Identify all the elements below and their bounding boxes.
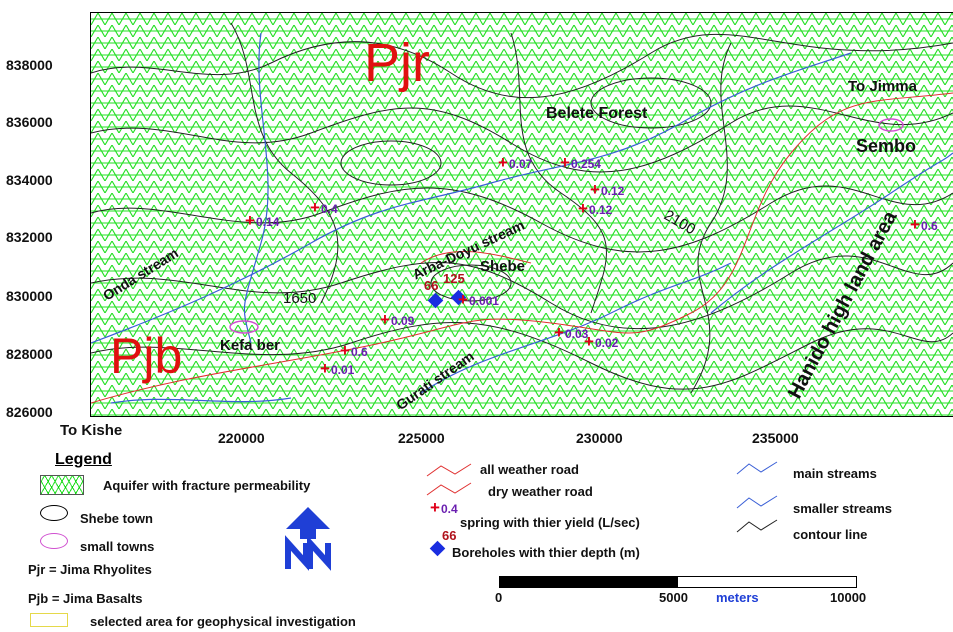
geology-label-pjr: Pjr [364, 33, 430, 93]
legend-aquifer-label: Aquifer with fracture permeability [103, 478, 311, 493]
legend-spring-icon: +0.4 [430, 498, 458, 517]
legend-small-towns-icon [40, 533, 68, 549]
scale-bar-black-segment [500, 577, 678, 587]
scale-label-end: 10000 [830, 590, 867, 605]
legend-pjr-definition: Pjr = Jima Rhyolites [28, 562, 152, 577]
legend-selected-area-label: selected area for geophysical investigat… [90, 614, 356, 629]
spring-marker: +0.6 [340, 341, 368, 360]
spring-marker: +0.09 [380, 310, 415, 329]
legend-dry-weather-road-icon [426, 482, 472, 496]
legend-pjb-definition: Pjb = Jima Basalts [28, 591, 143, 606]
x-tick: 230000 [576, 430, 623, 446]
spring-marker: +0.6 [910, 215, 938, 234]
x-tick: 220000 [218, 430, 265, 446]
y-tick: 836000 [6, 114, 53, 130]
legend-contour-line-label: contour line [793, 527, 868, 542]
spring-marker: +0.4 [310, 198, 338, 217]
label-contour-1650: 1650 [283, 290, 317, 307]
label-to-kishe: To Kishe [60, 422, 123, 439]
borehole-depth: 125 [443, 271, 465, 286]
x-tick: 235000 [752, 430, 799, 446]
legend-small-towns-label: small towns [80, 539, 155, 554]
y-tick: 832000 [6, 229, 53, 245]
spring-marker: +0.03 [554, 323, 589, 342]
legend-borehole-icon [429, 540, 446, 557]
map-frame [90, 12, 953, 417]
spring-marker: +0.07 [498, 153, 533, 172]
legend-smaller-streams-label: smaller streams [793, 501, 893, 516]
scale-bar [499, 576, 857, 588]
legend-contour-line-icon [736, 519, 778, 533]
y-tick: 838000 [6, 57, 53, 73]
x-tick: 225000 [398, 430, 445, 446]
spring-marker: +0.12 [590, 180, 625, 199]
spring-marker: +0.14 [245, 211, 280, 230]
aquifer-fill [91, 13, 953, 416]
legend-title: Legend [55, 451, 112, 468]
legend-main-streams-label: main streams [793, 466, 877, 481]
small-town-marker [229, 320, 259, 334]
scale-label-mid: 5000 [659, 590, 688, 605]
legend-smaller-streams-icon [736, 495, 778, 509]
map-canvas [91, 13, 953, 416]
spring-marker: +0.01 [320, 359, 355, 378]
spring-marker: +0.02 [584, 332, 619, 351]
legend-main-streams-icon [736, 461, 778, 475]
label-belete-forest: Belete Forest [546, 105, 648, 122]
legend-selected-area-swatch [30, 613, 68, 627]
legend-all-weather-road-icon [426, 463, 472, 477]
north-arrow-icon [285, 507, 331, 571]
y-tick: 828000 [6, 346, 53, 362]
scale-label-unit: meters [716, 590, 759, 605]
spring-marker: +0.12 [578, 199, 613, 218]
y-tick: 834000 [6, 172, 53, 188]
legend-dry-weather-road-label: dry weather road [488, 484, 593, 499]
legend-all-weather-road-label: all weather road [480, 462, 579, 477]
legend-borehole-label: Boreholes with thier depth (m) [452, 545, 640, 560]
roads [91, 92, 953, 404]
legend-spring-label: spring with thier yield (L/sec) [460, 515, 640, 530]
scale-label-start: 0 [495, 590, 503, 605]
geology-label-pjb: Pjb [110, 328, 183, 384]
legend-borehole-depth: 66 [442, 528, 457, 543]
legend-shebe-town-icon [40, 505, 68, 521]
label-kefa-ber: Kefa ber [220, 337, 281, 354]
y-tick: 826000 [6, 404, 53, 420]
spring-marker: +0.001 [458, 290, 499, 309]
label-to-jimma: To Jimma [848, 78, 917, 95]
legend-aquifer-swatch [40, 475, 84, 495]
legend-shebe-town-label: Shebe town [80, 511, 153, 526]
y-tick: 830000 [6, 288, 53, 304]
label-sembo: Sembo [856, 136, 917, 156]
streams [91, 32, 953, 404]
small-town-marker [878, 118, 904, 132]
label-shebe: Shebe [480, 258, 526, 275]
borehole-depth: 66 [424, 278, 439, 293]
spring-marker: +0.254 [560, 153, 601, 172]
